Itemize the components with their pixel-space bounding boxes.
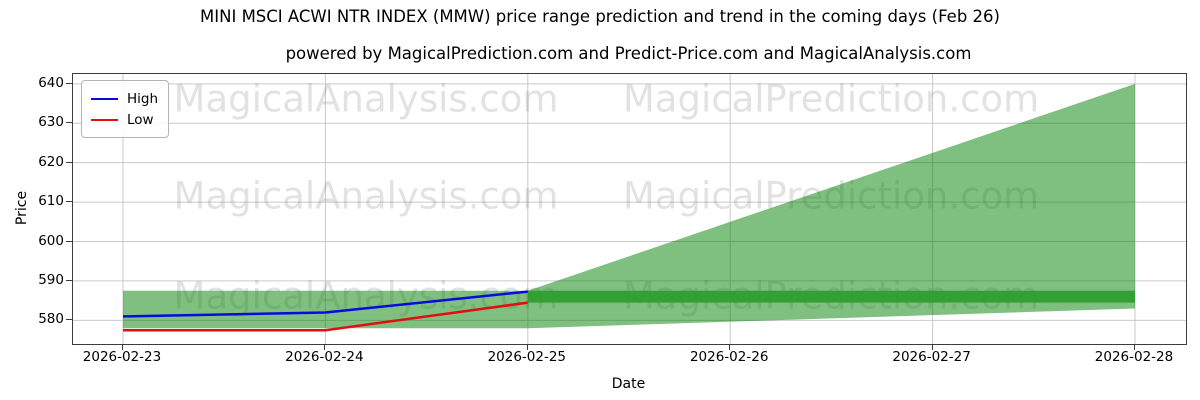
prediction-fan-band — [527, 83, 1135, 329]
x-tick-mark — [122, 344, 123, 350]
y-tick-mark — [66, 279, 72, 281]
y-tick-label: 610 — [38, 193, 64, 210]
y-tick-mark — [66, 161, 72, 163]
series-line-high — [122, 290, 528, 318]
x-tick-mark — [931, 344, 933, 350]
x-tick-label: 2026-02-24 — [285, 349, 364, 365]
y-tick-mark — [66, 201, 72, 203]
watermark-magicalanalysis: MagicalAnalysis.com — [174, 175, 559, 218]
legend-line-swatch — [91, 97, 118, 100]
x-axis-label: Date — [611, 376, 646, 392]
y-tick-mark — [66, 319, 72, 321]
target-range-band — [527, 290, 1135, 303]
y-tick-label: 620 — [38, 153, 64, 170]
x-tick-mark — [1134, 344, 1135, 350]
chart-title: MINI MSCI ACWI NTR INDEX (MMW) price ran… — [200, 7, 1000, 26]
y-tick-label: 640 — [38, 74, 64, 91]
legend-line-swatch — [91, 118, 118, 121]
legend-label: High — [127, 90, 159, 107]
x-tick-label: 2026-02-26 — [689, 349, 769, 365]
plot-area: MagicalAnalysis.com MagicalPrediction.com… — [72, 73, 1187, 345]
legend: High Low — [81, 80, 170, 138]
watermark-magicalanalysis: MagicalAnalysis.com — [174, 78, 559, 121]
x-tick-mark — [324, 344, 326, 350]
x-tick-label: 2026-02-25 — [487, 349, 567, 365]
history-range-band — [123, 290, 528, 329]
chart-canvas: MagicalAnalysis.com MagicalPrediction.com… — [73, 74, 1186, 344]
y-tick-label: 580 — [38, 311, 64, 328]
y-tick-mark — [66, 122, 72, 124]
legend-label: Low — [127, 111, 154, 128]
x-tick-mark — [526, 344, 528, 350]
x-tick-label: 2026-02-23 — [82, 349, 162, 365]
y-tick-mark — [66, 240, 72, 242]
x-tick-label: 2026-02-28 — [1094, 349, 1174, 365]
watermark-magicalprediction: MagicalPrediction.com — [623, 78, 1039, 121]
series-line-low — [123, 301, 528, 332]
legend-item: Low — [91, 109, 158, 130]
chart-subtitle: powered by MagicalPrediction.com and Pre… — [285, 44, 972, 63]
y-tick-label: 630 — [38, 114, 64, 131]
x-tick-label: 2026-02-27 — [892, 349, 971, 365]
y-tick-label: 590 — [38, 271, 64, 288]
y-tick-label: 600 — [38, 232, 64, 249]
x-tick-mark — [729, 344, 731, 350]
legend-item: High — [91, 88, 158, 109]
y-tick-mark — [66, 82, 72, 84]
